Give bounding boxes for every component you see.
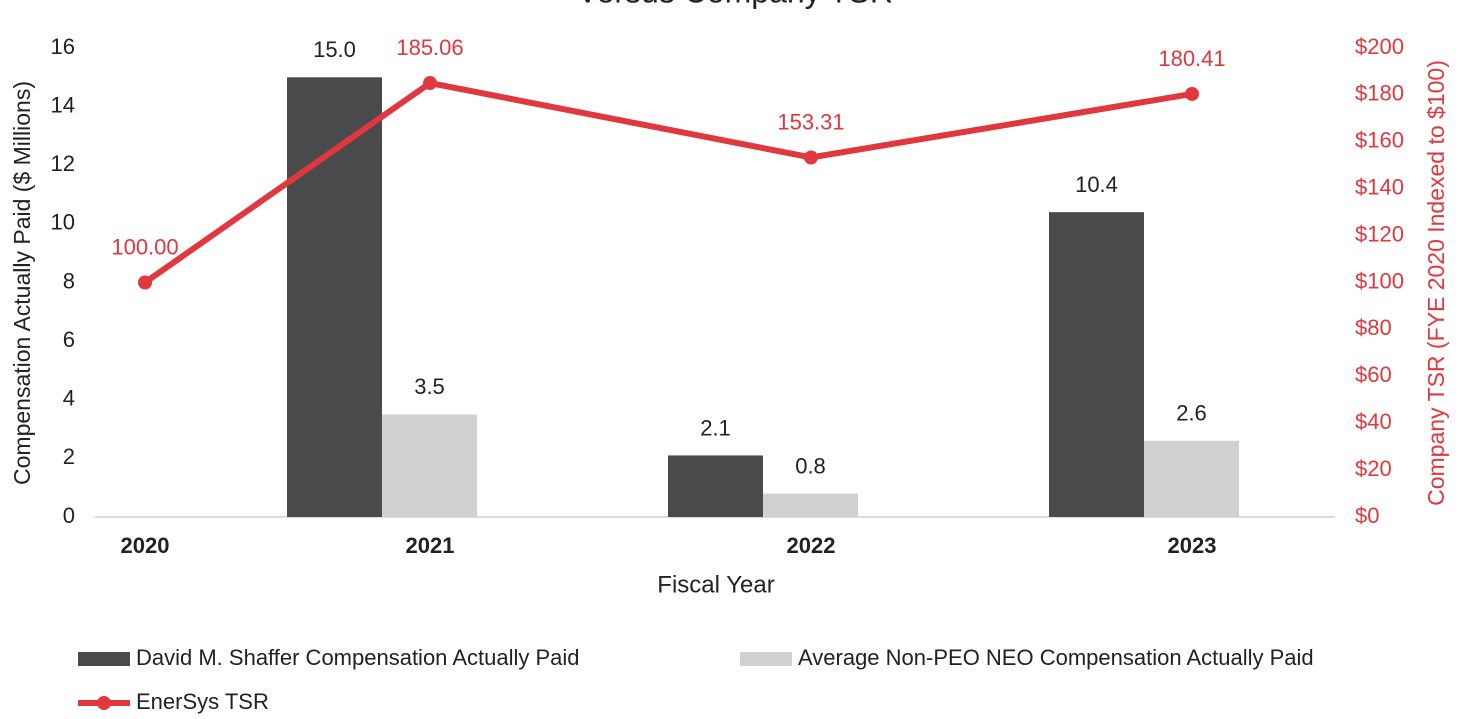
bar [668,455,763,517]
y2-tick-label: $0 [1355,503,1379,528]
tsr-point [423,76,437,91]
y2-tick-label: $120 [1355,221,1404,246]
bar-value-label: 15.0 [313,37,356,62]
x-tick-label: 2021 [406,533,455,558]
y-tick-label: 12 [51,151,75,176]
bar [763,493,858,517]
y2-tick-label: $140 [1355,175,1404,200]
legend-label: David M. Shaffer Compensation Actually P… [136,645,580,670]
y2-axis-label: Company TSR (FYE 2020 Indexed to $100) [1423,60,1449,506]
y2-tick-label: $80 [1355,315,1392,340]
tsr-point [804,150,818,165]
legend-swatch [78,652,130,666]
line-value-label: 153.31 [777,109,844,134]
y2-tick-label: $100 [1355,268,1404,293]
line-value-label: 100.00 [111,234,178,259]
y-tick-label: 10 [51,210,75,235]
bar [382,414,477,517]
y-axis-label: Compensation Actually Paid ($ Millions) [9,81,35,485]
bar-value-label: 0.8 [795,453,826,478]
line-value-label: 185.06 [396,35,463,60]
y2-tick-label: $200 [1355,34,1404,59]
legend-swatch [97,696,111,710]
legend-label: EnerSys TSR [136,689,269,714]
bar-value-label: 3.5 [414,374,445,399]
tsr-point [138,275,152,290]
legend-swatch [740,652,792,666]
bar [1144,440,1239,517]
y-tick-label: 6 [63,327,75,352]
y-tick-label: 14 [51,92,75,117]
y-tick-label: 8 [63,268,75,293]
bar [287,77,382,517]
chart-title: Versus Company TSR [577,0,893,9]
y-tick-label: 0 [63,503,75,528]
y-tick-label: 4 [63,386,75,411]
tsr-line [143,79,1193,285]
tsr-point [1185,86,1199,101]
y-tick-label: 2 [63,444,75,469]
x-axis-label: Fiscal Year [657,571,774,598]
bar-value-label: 10.4 [1075,172,1118,197]
x-tick-label: 2020 [121,533,170,558]
bar-value-label: 2.1 [700,415,731,440]
y2-tick-label: $20 [1355,456,1392,481]
y2-tick-label: $60 [1355,362,1392,387]
x-tick-label: 2023 [1168,533,1217,558]
x-tick-label: 2022 [787,533,836,558]
y2-tick-label: $180 [1355,81,1404,106]
y2-tick-label: $160 [1355,128,1404,153]
legend-label: Average Non-PEO NEO Compensation Actuall… [798,645,1314,670]
bar [1049,212,1144,517]
y2-tick-label: $40 [1355,409,1392,434]
line-value-label: 180.41 [1158,46,1225,71]
bar-value-label: 2.6 [1176,401,1207,426]
y-tick-label: 16 [51,34,75,59]
